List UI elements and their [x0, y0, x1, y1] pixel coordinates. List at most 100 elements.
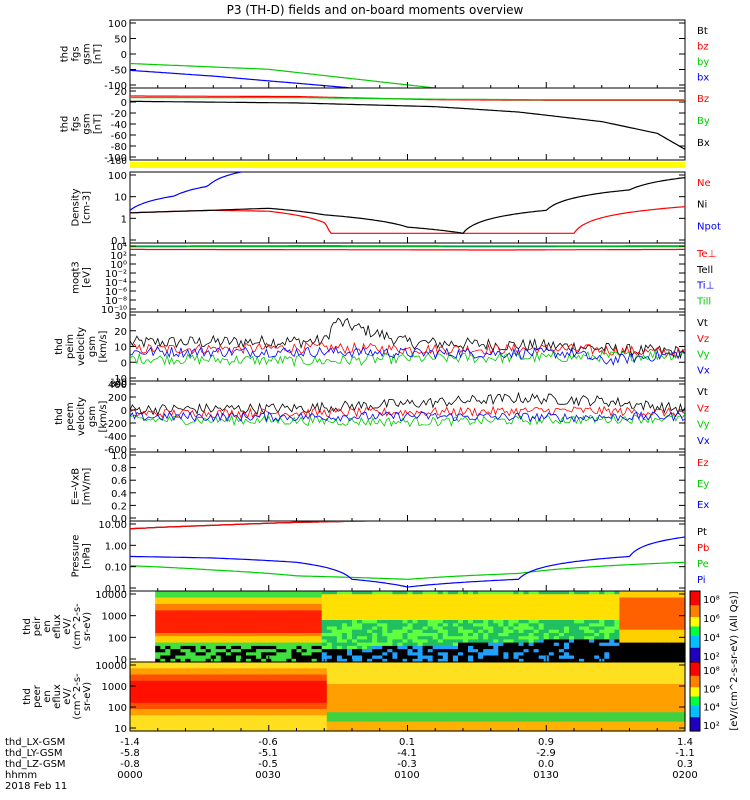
- spectrogram-cell: [614, 658, 620, 663]
- spectrogram-cell: [558, 613, 565, 618]
- spectrogram-cell: [473, 633, 479, 637]
- spectrogram-cell: [367, 715, 373, 719]
- spectrogram-cell: [190, 645, 197, 650]
- spectrogram-cell: [478, 693, 484, 698]
- spectrogram-cell: [478, 699, 484, 704]
- spectrogram-cell: [140, 658, 146, 663]
- spectrogram-cell: [251, 709, 257, 713]
- spectrogram-cell: [523, 718, 530, 723]
- spectrogram-cell: [321, 613, 328, 618]
- spectrogram-cell: [306, 724, 313, 729]
- spectrogram-cell: [236, 623, 242, 628]
- spectrogram-cell: [493, 642, 499, 647]
- spectrogram-cell: [236, 600, 242, 605]
- spectrogram-cell: [377, 690, 383, 694]
- spectrogram-cell: [427, 620, 434, 624]
- spectrogram-cell: [276, 600, 282, 605]
- spectrogram-cell: [402, 718, 409, 723]
- spectrogram-cell: [352, 727, 358, 732]
- spectrogram-cell: [160, 665, 166, 669]
- spectrogram-cell: [629, 600, 636, 605]
- spectrogram-cell: [437, 724, 444, 729]
- spectrogram-cell: [674, 626, 681, 631]
- spectrogram-cell: [301, 610, 308, 615]
- spectrogram-cell: [336, 724, 343, 729]
- spectrogram-cell: [589, 712, 595, 716]
- spectrogram-cell: [528, 591, 535, 595]
- spectrogram-cell: [548, 645, 555, 650]
- spectrogram-cell: [281, 668, 287, 672]
- legend-label: Pb: [697, 543, 709, 554]
- spectrogram-cell: [180, 687, 187, 691]
- spectrogram-cell: [251, 684, 257, 688]
- spectrogram-cell: [569, 715, 575, 719]
- spectrogram-cell: [220, 603, 227, 608]
- spectrogram-cell: [251, 633, 257, 637]
- spectrogram-cell: [135, 715, 141, 719]
- spectrogram-cell: [488, 702, 494, 707]
- y-tick-label: 200: [108, 393, 127, 404]
- spectrogram-cell: [609, 684, 615, 688]
- spectrogram-cell: [543, 687, 550, 691]
- spectrogram-cell: [321, 702, 328, 707]
- spectrogram-cell: [271, 652, 277, 657]
- spectrogram-cell: [397, 668, 403, 672]
- spectrogram-cell: [230, 655, 237, 660]
- spectrogram-cell: [659, 636, 666, 640]
- spectrogram-cell: [619, 658, 625, 663]
- spectrogram-cell: [276, 649, 282, 653]
- spectrogram-cell: [589, 665, 595, 669]
- spectrogram-cell: [513, 607, 520, 611]
- spectrogram-cell: [680, 633, 686, 637]
- spectrogram-cell: [483, 652, 489, 657]
- spectrogram-cell: [569, 623, 575, 628]
- spectrogram-cell: [563, 702, 570, 707]
- spectrogram-cell: [195, 693, 202, 698]
- spectrogram-cell: [513, 724, 520, 729]
- spectrogram-cell: [634, 636, 641, 640]
- spectrogram-cell: [326, 696, 333, 701]
- spectrogram-cell: [558, 636, 565, 640]
- spectrogram-cell: [377, 662, 383, 666]
- spectrogram-cell: [579, 668, 585, 672]
- spectrogram-cell: [503, 662, 509, 666]
- spectrogram-cell: [442, 674, 449, 679]
- spectrogram-cell: [407, 649, 414, 653]
- spectrogram-cell: [150, 687, 156, 691]
- spectrogram-cell: [483, 623, 489, 628]
- spectrogram-cell: [220, 699, 227, 704]
- spectrogram-cell: [442, 597, 449, 602]
- spectrogram-cell: [286, 705, 292, 710]
- spectrogram-cell: [432, 665, 439, 669]
- spectrogram-cell: [432, 642, 439, 647]
- panel-frame: [129, 451, 686, 522]
- y-tick-label: 10: [114, 343, 127, 354]
- spectrogram-cell: [508, 727, 514, 732]
- spectrogram-cell: [321, 721, 328, 726]
- spectrogram-cell: [367, 705, 373, 710]
- spectrogram-cell: [236, 613, 242, 618]
- spectrogram-cell: [266, 603, 272, 608]
- spectrogram-cell: [523, 696, 530, 701]
- spectrogram-cell: [170, 623, 176, 628]
- spectrogram-cell: [548, 671, 555, 676]
- spectrogram-cell: [145, 642, 151, 647]
- spectrogram-cell: [367, 668, 373, 672]
- spectrogram-cell: [574, 594, 580, 598]
- spectrogram-cell: [468, 680, 474, 685]
- spectrogram-cell: [558, 715, 565, 719]
- spectrogram-cell: [468, 709, 474, 713]
- spectrogram-cell: [548, 594, 555, 598]
- spectrogram-cell: [185, 671, 192, 676]
- spectrogram-cell: [387, 699, 393, 704]
- spectrogram-cell: [442, 645, 449, 650]
- spectrogram-cell: [614, 607, 620, 611]
- spectrogram-cell: [160, 655, 166, 660]
- spectrogram-cell: [357, 671, 363, 676]
- spectrogram-cell: [205, 642, 212, 647]
- spectrogram-cell: [286, 616, 292, 621]
- spectrogram-cell: [417, 674, 424, 679]
- spectrogram-cell: [341, 652, 348, 657]
- spectrogram-cell: [498, 613, 504, 618]
- spectrogram-cell: [523, 633, 530, 637]
